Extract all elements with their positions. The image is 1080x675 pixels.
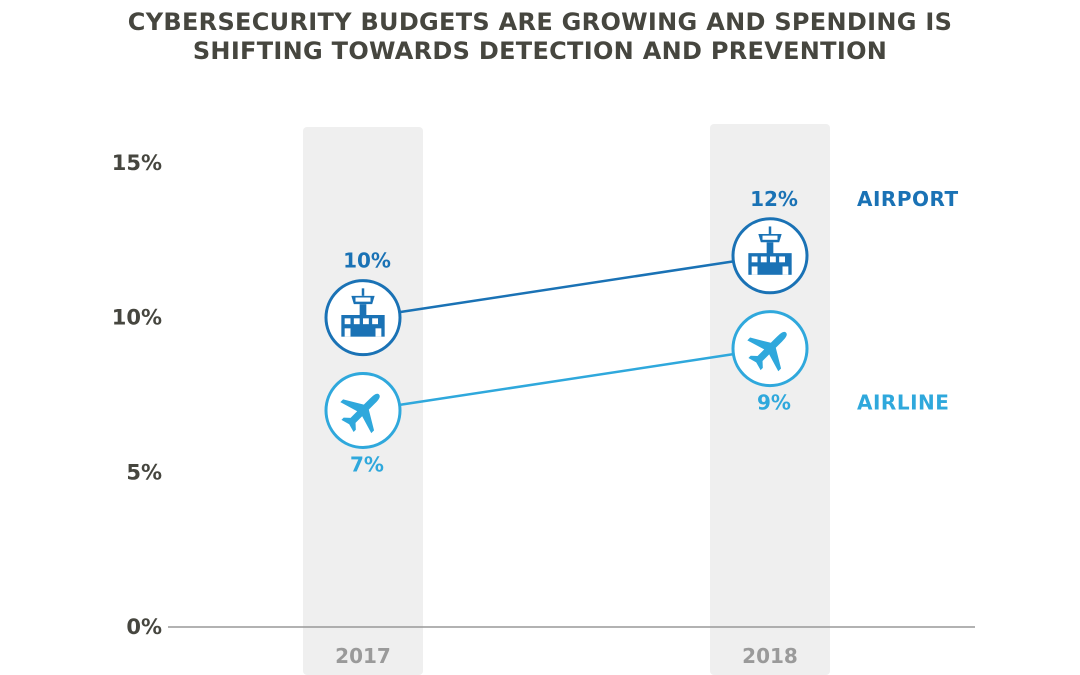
data-label-airline: 7% — [350, 452, 384, 476]
data-label-airline: 9% — [757, 391, 791, 415]
data-label-airport: 12% — [750, 187, 798, 211]
chart-title-line-1: CYBERSECURITY BUDGETS ARE GROWING AND SP… — [127, 8, 953, 36]
series-line-airport — [399, 260, 734, 314]
series-line-airline — [399, 352, 734, 407]
series-label-airline: AIRLINE — [857, 391, 949, 415]
x-tick-label: 2018 — [742, 644, 798, 668]
chart-title-line-2: SHIFTING TOWARDS DETECTION AND PREVENTIO… — [192, 37, 888, 65]
y-tick-label: 5% — [126, 460, 162, 484]
data-label-airport: 10% — [343, 249, 391, 273]
y-tick-label: 15% — [112, 151, 162, 175]
x-tick-label: 2017 — [335, 644, 391, 668]
y-tick-label: 0% — [126, 615, 162, 639]
series-label-airport: AIRPORT — [857, 187, 959, 211]
y-tick-label: 10% — [112, 306, 162, 330]
chart-title: CYBERSECURITY BUDGETS ARE GROWING AND SP… — [0, 8, 1080, 66]
